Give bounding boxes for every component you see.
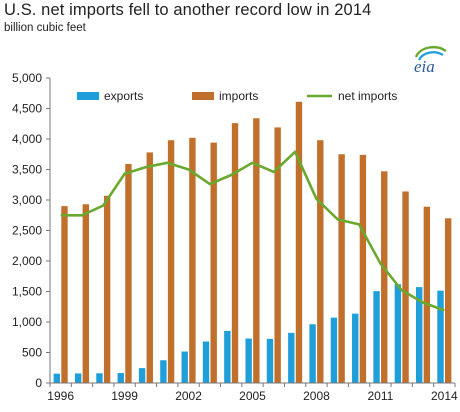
eia-logo-icon: eia xyxy=(414,45,447,76)
exports-bar xyxy=(202,341,210,383)
imports-bar xyxy=(253,118,260,383)
logo-text: eia xyxy=(414,57,435,74)
eia-logo: eia xyxy=(406,42,450,76)
y-tick-label: 2,000 xyxy=(12,254,42,268)
imports-bar xyxy=(317,140,324,383)
x-tick-label: 1999 xyxy=(111,389,138,403)
imports-bar xyxy=(61,206,68,383)
imports-bar xyxy=(444,218,452,383)
legend-exports-label: exports xyxy=(104,89,143,103)
imports-bar xyxy=(125,164,132,383)
y-tick-label: 1,000 xyxy=(12,315,42,329)
y-tick-label: 1,500 xyxy=(12,285,42,299)
imports-bar xyxy=(167,140,175,383)
x-tick-label: 2008 xyxy=(303,389,330,403)
exports-bar xyxy=(224,330,231,383)
logo-arc-blue xyxy=(418,51,444,61)
y-tick-label: 4,500 xyxy=(12,102,42,116)
y-tick-label: 2,500 xyxy=(12,224,42,238)
exports-bar xyxy=(352,313,359,383)
x-tick-label: 1996 xyxy=(47,389,74,403)
x-tick-label: 2002 xyxy=(175,389,202,403)
exports-bar xyxy=(330,317,338,383)
exports-bar xyxy=(245,338,252,383)
legend-net-imports-label: net imports xyxy=(338,89,397,103)
exports-bar xyxy=(288,332,295,383)
imports-bar xyxy=(82,204,90,383)
imports-bar xyxy=(423,206,431,383)
imports-bar xyxy=(210,142,217,383)
y-tick-label: 3,500 xyxy=(12,163,42,177)
legend-imports-label: imports xyxy=(219,89,258,103)
imports-bar xyxy=(402,191,409,383)
x-tick-label: 2014 xyxy=(431,389,458,403)
imports-bar xyxy=(359,154,367,383)
x-tick-label: 2011 xyxy=(367,389,393,403)
x-tick-label: 2005 xyxy=(239,389,266,403)
exports-bar xyxy=(266,338,274,383)
imports-bar xyxy=(146,152,153,383)
exports-bar xyxy=(96,373,103,383)
imports-bar xyxy=(231,123,239,383)
exports-bar xyxy=(373,291,380,383)
imports-bar xyxy=(274,127,281,383)
y-tick-label: 4,000 xyxy=(12,132,42,146)
y-tick-label: 0 xyxy=(35,376,42,390)
imports-bar xyxy=(338,154,345,383)
exports-bar xyxy=(309,324,316,383)
net-imports-line xyxy=(60,150,445,312)
y-tick-label: 3,000 xyxy=(12,193,42,207)
logo-arc-green xyxy=(414,45,447,58)
imports-bar xyxy=(103,195,111,383)
imports-bar xyxy=(295,101,303,383)
exports-bar xyxy=(437,290,444,383)
y-tick-label: 5,000 xyxy=(12,71,42,85)
chart-title: U.S. net imports fell to another record … xyxy=(4,1,372,19)
exports-bar xyxy=(117,373,124,383)
exports-bar xyxy=(415,287,423,383)
exports-bar xyxy=(394,284,402,383)
legend-exports-swatch xyxy=(77,92,99,100)
exports-bar xyxy=(181,351,188,383)
exports-bar xyxy=(74,373,82,383)
y-tick-label: 500 xyxy=(22,346,42,360)
imports-bar xyxy=(189,137,196,383)
exports-bar xyxy=(160,360,167,383)
exports-bar xyxy=(53,373,61,383)
chart-subtitle: billion cubic feet xyxy=(4,22,86,34)
legend-imports-swatch xyxy=(192,92,214,100)
imports-bar xyxy=(381,171,388,383)
exports-bar xyxy=(138,368,146,383)
